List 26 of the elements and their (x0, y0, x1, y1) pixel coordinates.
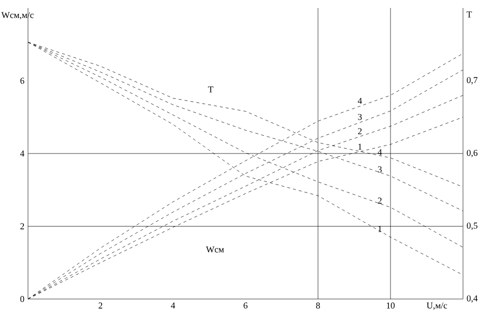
series-label: 1 (378, 226, 382, 232)
y2-tick-label: 0,6 (466, 150, 478, 158)
series-label: 2 (378, 198, 382, 204)
x-tick-label: 10 (386, 302, 395, 309)
annotation: T (208, 86, 214, 92)
series-label: 3 (378, 166, 382, 172)
x-tick-label: 6 (244, 302, 248, 309)
y-tick-label: 4 (20, 150, 24, 156)
y2-tick-label: 0,5 (466, 222, 478, 230)
y-tick-label: 6 (20, 78, 24, 84)
x-tick-label: 4 (170, 302, 176, 308)
y2-axis-title: T (466, 12, 472, 18)
series-label: 1 (358, 144, 362, 150)
annotation: Wсм (206, 246, 224, 253)
y-tick-label: 2 (20, 223, 24, 230)
x-tick-label: 8 (316, 302, 320, 309)
x-tick-label: 2 (98, 302, 102, 308)
series-label: 2 (358, 128, 362, 134)
x-axis-title: U,м/с (426, 302, 448, 310)
series-label: 4 (358, 98, 362, 104)
y2-tick-label: 0,7 (466, 77, 478, 84)
y2-tick-label: 0,4 (466, 295, 478, 303)
y-axis-title: Wсм,м/с (1, 12, 34, 20)
series-label: 4 (378, 149, 382, 156)
series-label: 3 (358, 114, 362, 120)
y-tick-label: 0 (20, 296, 24, 302)
